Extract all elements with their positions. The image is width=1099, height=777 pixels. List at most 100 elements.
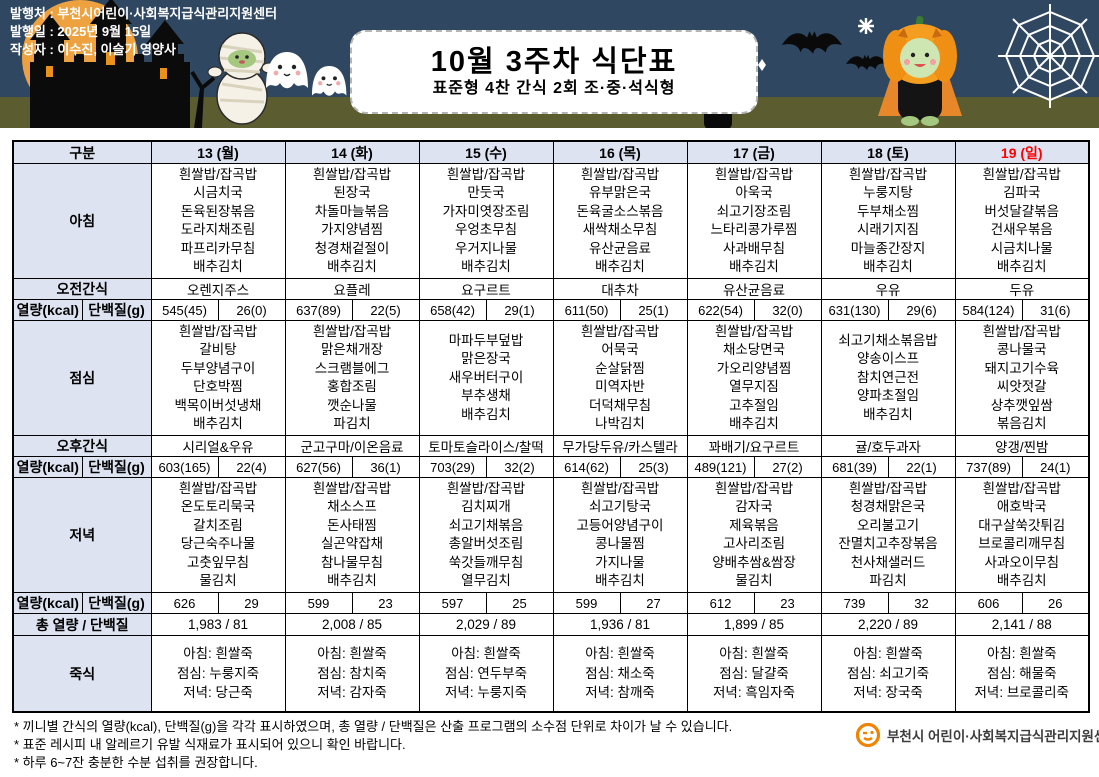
breakfast-protein-day0: 26(0) [217, 299, 286, 321]
menu-item: 마늘종간장지 [850, 240, 926, 256]
dinner-kcal-day4: 612 [686, 592, 755, 614]
am_snack-cell-day5: 우유 [820, 278, 956, 300]
menu-item: 고등어양념구이 [576, 517, 664, 533]
menu-item: 시래기지짐 [856, 222, 920, 237]
porridge-item: 아침: 흰쌀죽 [853, 646, 923, 662]
menu-item: 유부맑은국 [588, 185, 652, 200]
total-cell-day1: 2,008 / 85 [284, 613, 420, 636]
bat-icon [846, 54, 887, 71]
menu-item: 온도토리묵국 [180, 499, 256, 514]
lunch-kcal-day4: 489(121) [686, 456, 755, 478]
porridge-item: 아침: 흰쌀죽 [986, 646, 1057, 662]
row-label-pm_snack: 오후간식 [12, 435, 152, 457]
pm_snack-cell-day5: 귤/호두과자 [820, 435, 956, 457]
menu-item: 배추김치 [729, 259, 779, 274]
publisher-info: 발행처 : 부천시어린이·사회복지급식관리지원센터 발행일 : 2025년 9월… [10, 5, 277, 59]
ghost-icon [312, 66, 347, 96]
am_snack-cell-day1: 요플레 [284, 278, 420, 300]
lunch-row: 점심 흰쌀밥/잡곡밥 갈비탕 두부양념구이 단호박찜 백목이버섯냉채 배추김치 흰쌀밥/잡곡밥… [12, 320, 1090, 436]
menu-item: 돈육굴소스볶음 [576, 203, 664, 219]
menu-item: 파김치 [333, 416, 371, 431]
porridge-row: 죽식 아침: 흰쌀죽 점심: 누룽지죽 저녁: 당근죽 아침: 흰쌀죽 점심: 참치죽 저녁… [12, 635, 1090, 713]
menu-item: 흰쌀밥/잡곡밥 [714, 480, 794, 496]
breakfast-kcal-day3: 611(50) [552, 299, 621, 321]
dinner-cell-day1: 흰쌀밥/잡곡밥 채소스프 돈사태찜 실곤약잡채 참나물무침 배추김치 [284, 477, 420, 593]
menu-item: 쇠고기장조림 [716, 203, 792, 219]
menu-item: 양송이스프 [856, 351, 920, 367]
row-label-dinner: 저녁 [12, 477, 152, 593]
menu-item: 백목이버섯냉채 [174, 397, 262, 413]
menu-item: 브로콜리깨무침 [978, 536, 1066, 551]
menu-item: 새우버터구이 [448, 369, 524, 385]
breakfast-cell-day4: 흰쌀밥/잡곡밥 아욱국 쇠고기장조림 느타리콩가루찜 사과배무침 배추김치 [686, 163, 822, 279]
menu-item: 가지나물 [595, 554, 645, 570]
menu-item: 두부양념구이 [180, 360, 256, 376]
page-subtitle: 표준형 4찬 간식 2회 조·중·석식형 [432, 80, 676, 97]
menu-item: 총알버섯조림 [448, 536, 524, 551]
pm_snack-cell-day0: 시리얼&우유 [150, 435, 286, 457]
menu-item: 배추김치 [461, 406, 511, 422]
pm_snack-cell-day4: 꽈배기/요구르트 [686, 435, 822, 457]
menu-item: 흰쌀밥/잡곡밥 [714, 323, 794, 339]
menu-item: 배추김치 [996, 573, 1047, 588]
breakfast-protein-day1: 22(5) [351, 299, 420, 321]
lunch-kcal-day0: 603(165) [150, 456, 219, 478]
protein-label: 단백질(g) [81, 592, 152, 614]
pm_snack-cell-day6: 양갱/찐밤 [954, 435, 1090, 457]
total-cell-day4: 1,899 / 85 [686, 613, 822, 636]
menu-item: 김치찌개 [461, 499, 511, 514]
breakfast-kcal-day4: 622(54) [686, 299, 755, 321]
menu-item: 흰쌀밥/잡곡밥 [982, 166, 1061, 182]
menu-item: 청경채겉절이 [314, 240, 390, 256]
dinner-nutrition-row: 열량(kcal) 단백질(g) 626 29 599 23 597 25 599 27 612 23 7… [12, 592, 1090, 614]
menu-item: 흰쌀밥/잡곡밥 [446, 166, 526, 182]
lunch-kcal-day1: 627(56) [284, 456, 353, 478]
kcal-label: 열량(kcal) [12, 592, 83, 614]
porridge-cell-day1: 아침: 흰쌀죽 점심: 참치죽 저녁: 감자죽 [284, 635, 420, 713]
menu-item: 오리불고기 [856, 517, 920, 533]
lunch-protein-day3: 25(3) [619, 456, 688, 478]
menu-item: 흰쌀밥/잡곡밥 [848, 166, 928, 182]
menu-item: 쑥갓들깨무침 [448, 554, 524, 570]
dinner-kcal-day1: 599 [284, 592, 353, 614]
footnotes: * 끼니별 간식의 열량(kcal), 단백질(g)을 각각 표시하였으며, 총… [14, 718, 732, 772]
lunch-protein-day5: 22(1) [887, 456, 956, 478]
menu-item: 쇠고기채볶음 [448, 517, 524, 533]
menu-item: 애호박국 [996, 499, 1047, 514]
menu-item: 맑은채개장 [320, 342, 384, 357]
breakfast-kcal-day5: 631(130) [820, 299, 889, 321]
day-header-2: 15 (수) [418, 140, 554, 164]
menu-item: 양배추쌈&쌈장 [712, 554, 796, 570]
dinner-protein-day5: 32 [887, 592, 956, 614]
porridge-item: 아침: 흰쌀죽 [317, 646, 387, 662]
banner-decorations [0, 0, 1099, 128]
menu-item: 배추김치 [193, 259, 243, 274]
menu-item: 흰쌀밥/잡곡밥 [178, 323, 258, 339]
porridge-item: 점심: 참치죽 [317, 665, 387, 681]
porridge-item: 점심: 채소죽 [585, 665, 655, 681]
lunch-cell-day6: 흰쌀밥/잡곡밥 콩나물국 돼지고기수육 씨앗젓갈 상추깻잎쌈 볶음김치 [954, 320, 1090, 436]
total-cell-day0: 1,983 / 81 [150, 613, 286, 636]
menu-item: 흰쌀밥/잡곡밥 [446, 480, 526, 496]
menu-item: 갈치조림 [193, 517, 243, 533]
dinner-kcal-day0: 626 [150, 592, 219, 614]
menu-item: 가자미엿장조림 [442, 203, 530, 219]
menu-item: 배추김치 [996, 259, 1047, 274]
center-logo: 부천시 어린이·사회복지급식관리지원센터 [855, 722, 1099, 748]
menu-item: 고사리조림 [722, 536, 786, 551]
total-cell-day6: 2,141 / 88 [954, 613, 1090, 636]
menu-item: 어묵국 [601, 342, 639, 357]
total-cell-day3: 1,936 / 81 [552, 613, 688, 636]
breakfast-cell-day3: 흰쌀밥/잡곡밥 유부맑은국 돈육굴소스볶음 새싹채소무침 유산균음료 배추김치 [552, 163, 688, 279]
menu-item: 흰쌀밥/잡곡밥 [178, 166, 258, 182]
am_snack-cell-day3: 대추차 [552, 278, 688, 300]
menu-item: 청경채맑은국 [850, 499, 926, 514]
menu-item: 흰쌀밥/잡곡밥 [178, 480, 258, 496]
menu-item: 흰쌀밥/잡곡밥 [848, 480, 928, 496]
porridge-cell-day0: 아침: 흰쌀죽 점심: 누룽지죽 저녁: 당근죽 [150, 635, 286, 713]
dinner-protein-day1: 23 [351, 592, 420, 614]
menu-item: 흰쌀밥/잡곡밥 [580, 323, 660, 339]
breakfast-cell-day5: 흰쌀밥/잡곡밥 누룽지탕 두부채소찜 시래기지짐 마늘종간장지 배추김치 [820, 163, 956, 279]
am_snack-cell-day4: 유산균음료 [686, 278, 822, 300]
row-label-lunch: 점심 [12, 320, 152, 436]
